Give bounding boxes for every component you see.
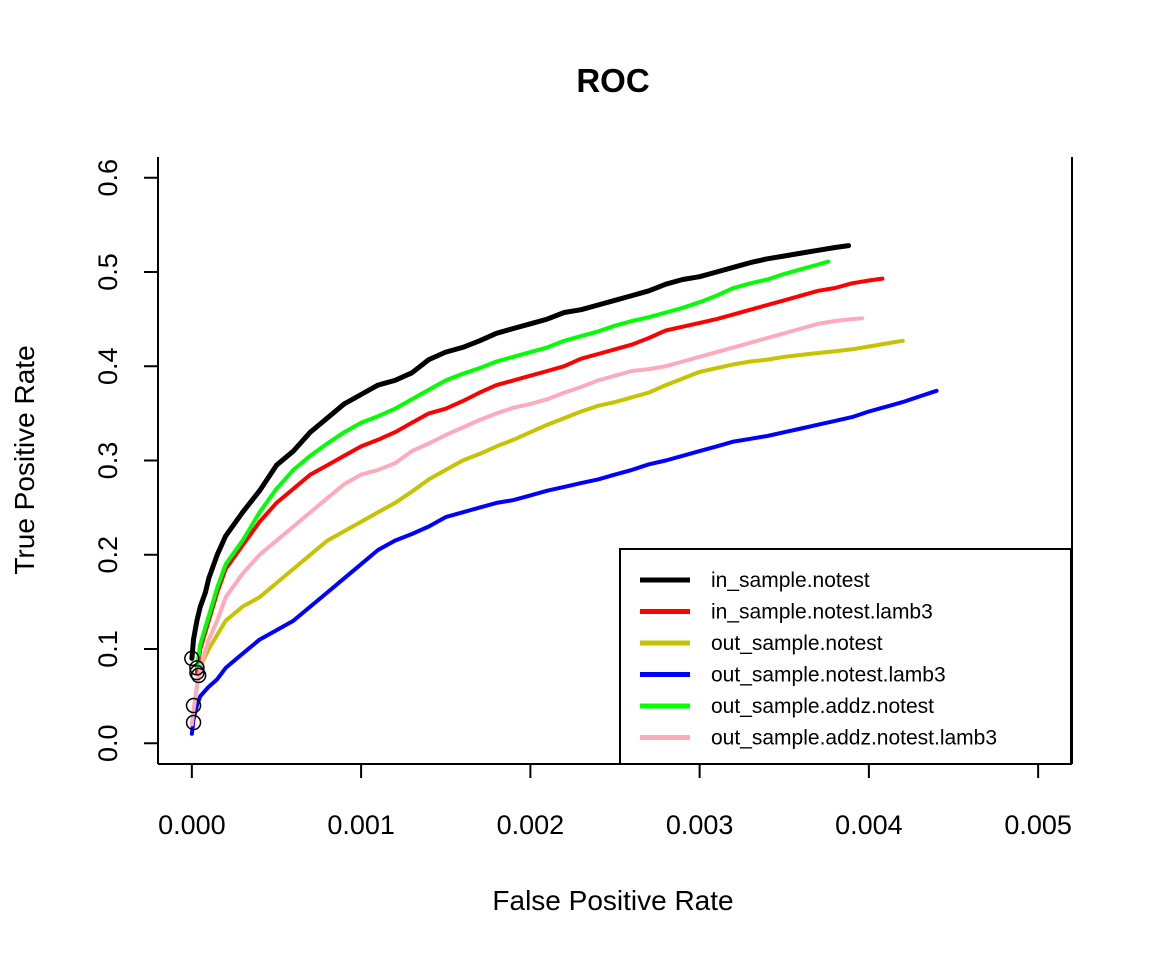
series-start-marker [185,697,202,714]
y-tick-label: 0.2 [93,536,123,574]
series-markers [184,650,207,731]
x-tick-label: 0.000 [158,810,226,840]
legend-label: in_sample.notest.lamb3 [711,601,933,624]
series-start-marker [184,650,200,667]
series-line-out-sample-notest [196,338,905,678]
legend-label: out_sample.addz.notest.lamb3 [711,727,997,750]
series-start-marker [189,660,205,676]
x-tick-label: 0.005 [1004,810,1072,840]
legend-label: in_sample.notest [711,569,870,592]
x-axis-label: False Positive Rate [492,885,733,916]
y-axis: 0.0 0.1 0.2 0.3 0.4 0.5 0.6 [93,159,158,762]
series-line-in-sample-notest-lamb3 [194,276,885,675]
x-axis: 0.000 0.001 0.002 0.003 0.004 0.005 [158,764,1072,840]
y-tick-label: 0.4 [93,347,123,385]
legend-label: out_sample.notest [711,632,883,655]
series-line-out-sample-notest-lamb3 [189,388,939,736]
series-line-out-sample-addz-notest-lamb3 [189,316,865,727]
y-tick-label: 0.5 [93,253,123,291]
legend-label: out_sample.notest.lamb3 [711,664,946,687]
series-line-in-sample-notest [189,243,852,661]
legend-label: out_sample.addz.notest [711,695,934,718]
x-tick-label: 0.004 [835,810,903,840]
x-tick-label: 0.003 [666,810,734,840]
chart-title: ROC [576,62,649,99]
y-tick-label: 0.1 [93,630,123,668]
series-start-marker [189,664,205,681]
legend: in_sample.notest in_sample.notest.lamb3ou… [619,548,1072,765]
y-tick-label: 0.6 [93,159,123,197]
series-start-marker [185,714,202,731]
series-start-marker [190,667,207,684]
legend-box [619,548,1072,765]
y-tick-label: 0.0 [93,724,123,762]
series-line-out-sample-addz-notest [194,259,831,670]
x-tick-label: 0.001 [327,810,395,840]
x-tick-label: 0.002 [497,810,565,840]
series-lines [189,243,939,736]
y-tick-label: 0.3 [93,442,123,480]
y-axis-label: True Positive Rate [9,345,40,574]
